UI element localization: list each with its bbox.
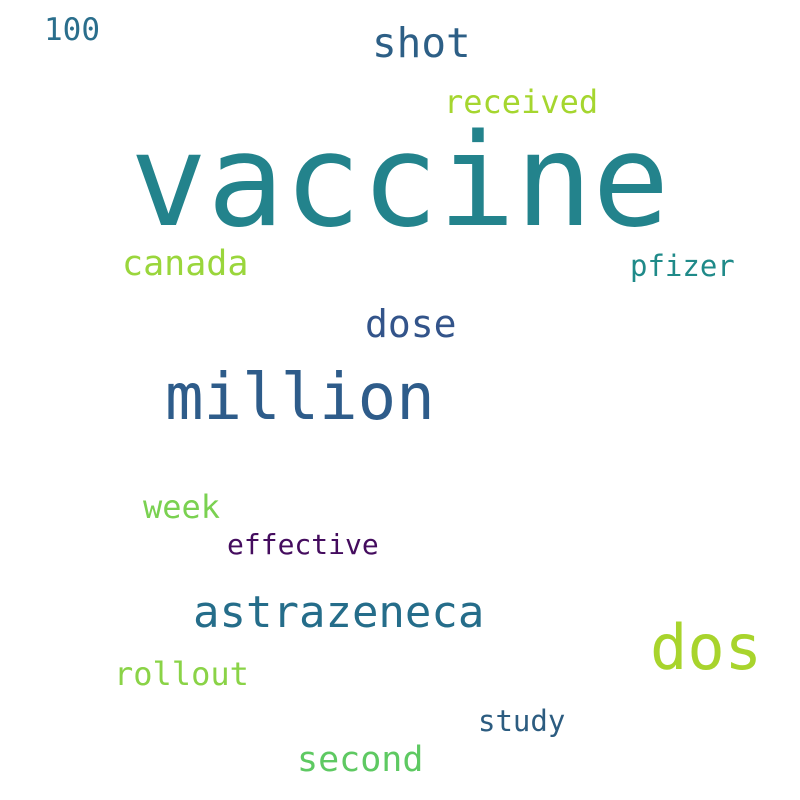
word-rollout: rollout [114,655,249,693]
word-received: received [444,83,599,121]
word-week: week [143,488,221,526]
word-dos: dos [650,611,762,684]
word-canada: canada [122,244,249,284]
word-astrazeneca: astrazeneca [193,587,485,638]
word-effective: effective [227,528,379,561]
word-shot: shot [372,19,471,67]
word-100: 100 [44,12,100,48]
word-second: second [297,740,424,780]
word-dose: dose [365,302,457,346]
word-pfizer: pfizer [630,249,735,283]
word-vaccine: vaccine [130,107,670,256]
word-million: million [165,361,435,435]
word-study: study [478,704,566,738]
